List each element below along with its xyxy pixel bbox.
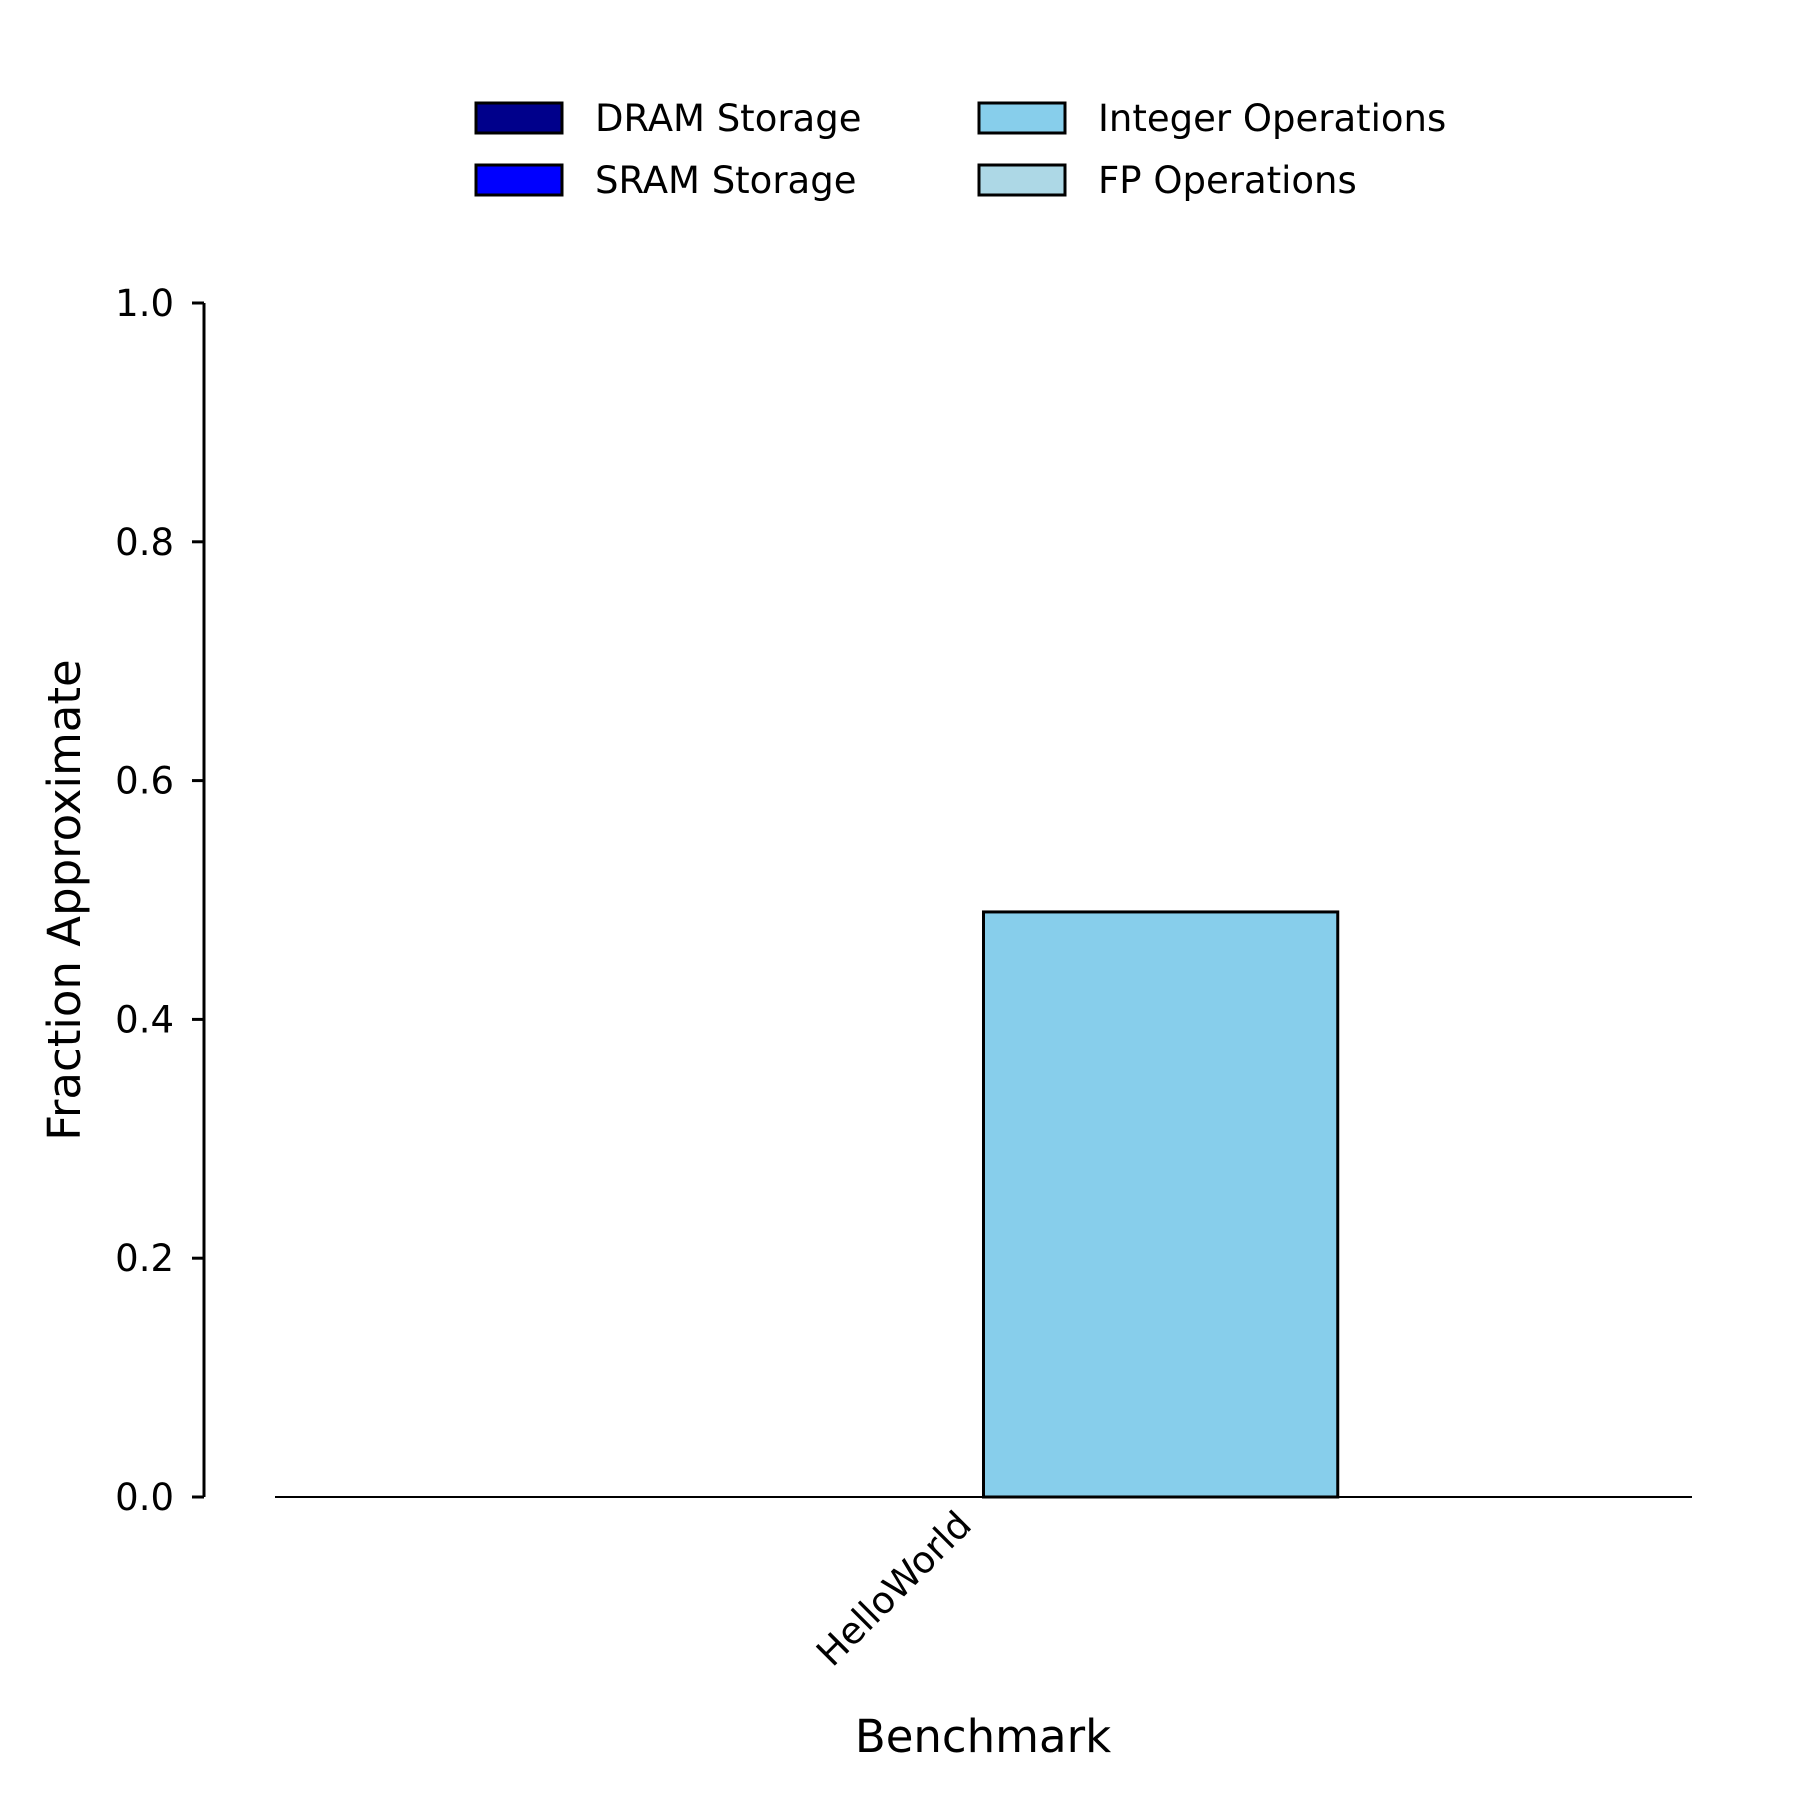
legend-label-fp-operations: FP Operations [1098, 159, 1357, 202]
y-tick-label: 0.0 [115, 1476, 174, 1519]
legend-swatch-sram-storage [474, 163, 564, 197]
legend-label-sram-storage: SRAM Storage [595, 159, 856, 202]
y-tick-label: 0.8 [115, 521, 174, 564]
bar-integer-operations-helloworld [982, 910, 1340, 1499]
y-tick-label: 1.0 [115, 282, 174, 325]
plot-area: 0.0 0.2 0.4 0.6 0.8 1.0 HelloWorld [115, 282, 1692, 1675]
legend-label-integer-operations: Integer Operations [1098, 97, 1446, 140]
y-tick-label: 0.4 [115, 998, 174, 1041]
y-tick-label: 0.2 [115, 1237, 174, 1280]
x-axis-title: Benchmark [855, 1710, 1111, 1763]
y-axis-title: Fraction Approximate [38, 659, 91, 1140]
legend: DRAM Storage SRAM Storage Integer Operat… [474, 97, 1446, 202]
legend-swatch-fp-operations [977, 163, 1067, 197]
y-tick-label: 0.6 [115, 760, 174, 803]
legend-swatch-dram-storage [474, 101, 564, 135]
x-tick-label: HelloWorld [808, 1503, 980, 1675]
legend-label-dram-storage: DRAM Storage [595, 97, 861, 140]
legend-swatch-integer-operations [977, 101, 1067, 135]
